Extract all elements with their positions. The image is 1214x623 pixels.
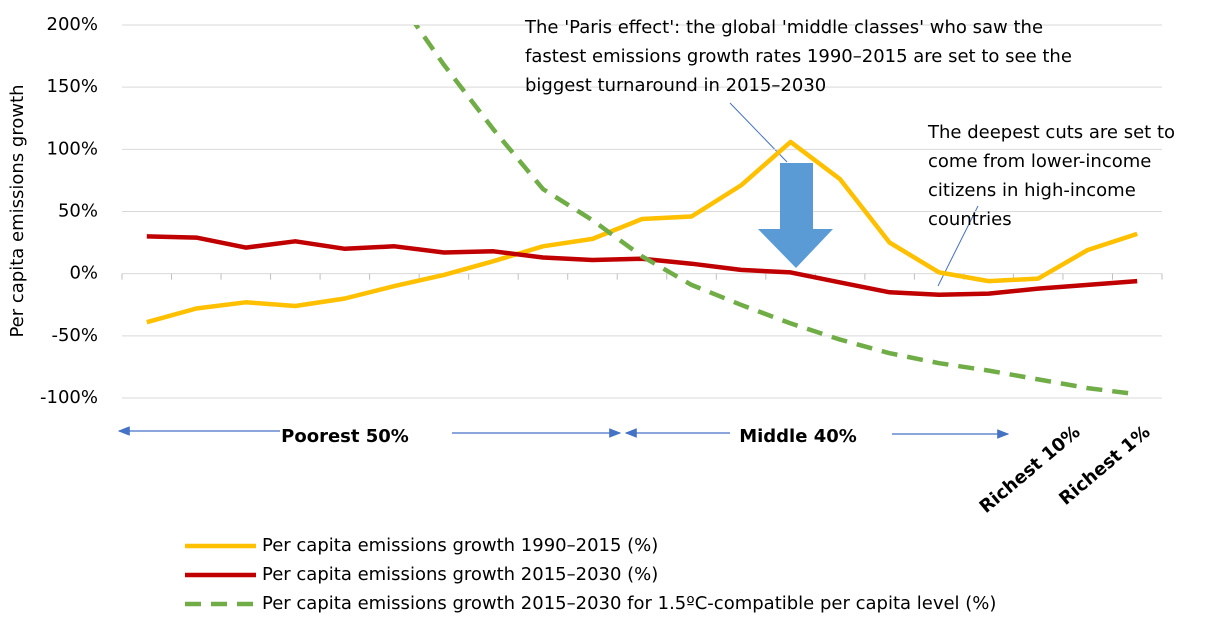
annotation: The deepest cuts are set to <box>927 122 1175 143</box>
legend-label: Per capita emissions growth 1990–2015 (%… <box>262 535 658 556</box>
legend-label: Per capita emissions growth 2015–2030 (%… <box>262 564 658 585</box>
y-tick-label: 50% <box>58 201 98 222</box>
y-axis-label: Per capita emissions growth <box>7 84 28 337</box>
annotation: fastest emissions growth rates 1990–2015… <box>525 46 1072 67</box>
y-tick-label: 150% <box>47 76 98 97</box>
y-tick-label: 100% <box>47 138 98 159</box>
y-tick-label: 200% <box>47 14 98 35</box>
legend-label: Per capita emissions growth 2015–2030 fo… <box>262 593 996 614</box>
annotation: countries <box>928 209 1012 230</box>
y-tick-label: 0% <box>69 263 98 284</box>
annotation: come from lower-income <box>928 151 1151 172</box>
annotation: citizens in high-income <box>928 180 1136 201</box>
group-label: Poorest 50% <box>281 426 409 447</box>
series-line <box>146 139 1138 325</box>
turnaround-arrow <box>758 163 833 268</box>
y-tick-label: -50% <box>51 325 98 346</box>
series-line <box>146 234 1138 298</box>
group-arrows <box>117 426 1010 439</box>
y-tick-label: -100% <box>40 387 98 408</box>
plot-area <box>146 25 1138 397</box>
series-line <box>413 25 1138 397</box>
annotation: The 'Paris effect': the global 'middle c… <box>524 17 1043 38</box>
group-label: Middle 40% <box>739 426 857 447</box>
annotation: biggest turnaround in 2015–2030 <box>525 75 826 96</box>
